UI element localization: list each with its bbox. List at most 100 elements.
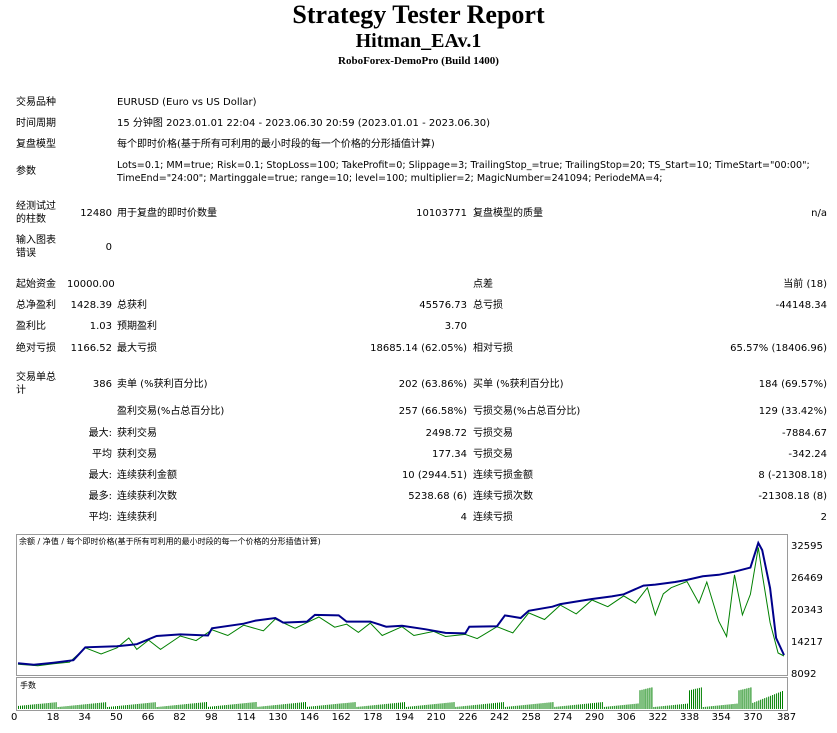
volume-bar — [314, 706, 316, 709]
volume-bar — [372, 705, 374, 709]
max-drawdown-value: 18685.14 (62.05%) — [370, 343, 467, 354]
period-value: 15 分钟图 2023.01.01 22:04 - 2023.06.30 20:… — [117, 118, 491, 129]
spread-label: 点差 — [473, 279, 493, 290]
volume-bar — [115, 706, 116, 709]
volume-bar — [411, 706, 413, 709]
volume-bar — [439, 703, 441, 709]
max-consecutive-loss-label: 连续亏损次数 — [473, 491, 533, 502]
profit-factor-value: 1.03 — [89, 321, 112, 332]
volume-bar — [172, 705, 174, 709]
volume-bar — [354, 702, 356, 709]
volume-bar — [609, 706, 611, 709]
relative-drawdown-label: 相对亏损 — [473, 343, 513, 354]
volume-bar — [479, 704, 481, 709]
volume-bar — [580, 704, 582, 709]
volume-bar — [138, 703, 140, 709]
volume-bar — [469, 705, 471, 709]
deposit-label: 起始资金 — [16, 279, 56, 290]
total-trades-value: 386 — [92, 379, 112, 390]
volume-bar — [429, 704, 431, 709]
volume-bar — [712, 706, 714, 709]
volume-bar — [41, 703, 43, 709]
volume-bar — [473, 705, 475, 709]
volume-bar — [742, 689, 744, 709]
volume-bar — [192, 703, 194, 709]
x-tick-label: 114 — [236, 712, 256, 723]
volume-bar — [415, 705, 417, 709]
volume-bar — [196, 703, 198, 709]
volume-bar — [694, 688, 696, 709]
volume-bar — [407, 706, 409, 709]
volume-bar — [653, 707, 655, 709]
volume-bar — [518, 705, 520, 709]
volume-bar — [625, 704, 627, 709]
x-tick-label: 194 — [394, 712, 415, 723]
volume-bar — [378, 704, 380, 709]
volume-bar — [33, 704, 35, 709]
volume-bar — [356, 706, 358, 709]
x-tick-label: 66 — [141, 712, 155, 723]
volume-bar — [263, 706, 265, 709]
volume-bar — [605, 706, 607, 709]
volume-bar — [162, 706, 164, 709]
volume-bar — [166, 706, 168, 709]
volume-bar — [706, 706, 708, 709]
model-value: 每个即时价格(基于所有可利用的最小时段的每一个价格的分形插值计算) — [117, 139, 435, 150]
volume-bar — [77, 705, 79, 709]
loss-trades-value: 129 (33.42%) — [758, 406, 827, 417]
volume-bar — [631, 704, 633, 709]
volume-bar — [212, 706, 213, 709]
volume-bar — [685, 703, 686, 709]
volume-bar — [647, 688, 649, 709]
volume-bar — [261, 706, 263, 709]
volume-bar — [548, 702, 550, 709]
volume-bar — [352, 702, 354, 709]
volume-bar — [564, 705, 566, 709]
volume-bar — [748, 687, 750, 709]
volume-bar — [29, 704, 31, 709]
avg-consecutive-wins-label: 连续获利 — [117, 512, 157, 523]
volume-bar — [538, 703, 540, 709]
volume-bar — [536, 703, 538, 709]
volume-bar — [758, 700, 760, 709]
equity-chart-svg — [17, 540, 785, 667]
short-positions-label: 卖单 (%获利百分比) — [117, 379, 208, 390]
x-tick-label: 0 — [11, 712, 18, 723]
volume-bar — [651, 687, 653, 709]
max-drawdown-label: 最大亏损 — [117, 343, 157, 354]
volume-bar — [520, 705, 522, 709]
volume-bar — [404, 702, 405, 709]
volume-bar — [267, 705, 269, 709]
volume-bar — [320, 705, 322, 709]
volume-bar — [586, 703, 588, 709]
volume-bar — [459, 706, 461, 709]
volume-bar — [342, 703, 344, 709]
volume-bar — [754, 702, 756, 709]
volume-bar — [330, 704, 332, 709]
volume-bar — [501, 702, 502, 709]
volume-bar — [419, 705, 421, 709]
volume-bar — [95, 703, 97, 709]
volume-bar — [217, 705, 219, 709]
x-tick-label: 370 — [743, 712, 763, 723]
x-tick-label: 387 — [777, 712, 797, 723]
volume-bar — [398, 702, 399, 709]
volume-bar — [346, 702, 348, 709]
volume-bar — [18, 705, 19, 709]
equity-line — [17, 547, 785, 667]
volume-bar — [396, 702, 398, 709]
volume-bar — [764, 698, 766, 709]
total-trades-label: 交易单总计 — [16, 372, 56, 396]
volume-bar — [277, 704, 279, 709]
maximum-label: 最大: — [88, 470, 112, 481]
volume-bar — [590, 703, 591, 709]
volume-bar — [659, 706, 661, 709]
volume-bar — [186, 704, 188, 709]
volume-bar — [307, 706, 308, 709]
volume-bar — [124, 705, 126, 709]
volume-bar — [491, 703, 493, 709]
x-tick-label: 50 — [109, 712, 123, 723]
volume-bar — [780, 691, 781, 709]
volume-bar — [645, 688, 647, 709]
volume-bar — [293, 703, 295, 709]
